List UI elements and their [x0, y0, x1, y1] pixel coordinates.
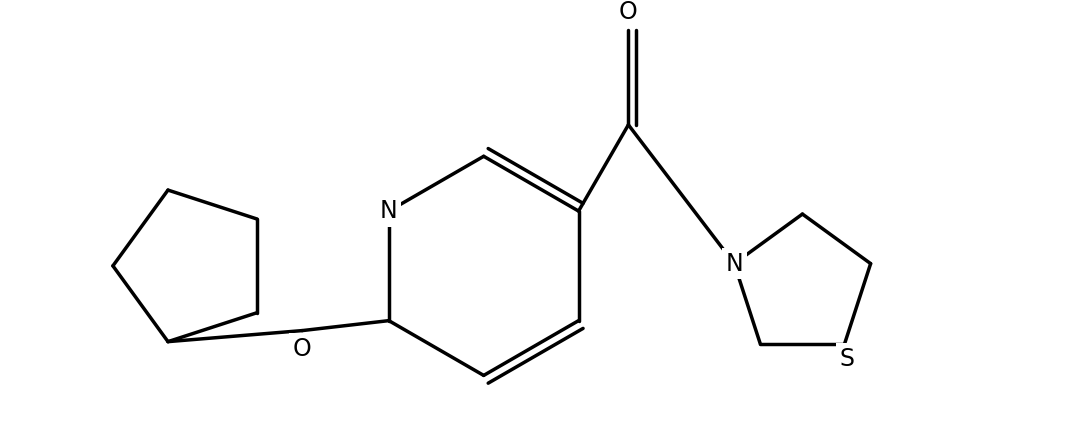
Text: N: N: [726, 252, 743, 276]
Text: O: O: [292, 336, 312, 360]
Text: S: S: [839, 347, 854, 371]
Text: N: N: [380, 199, 398, 223]
Text: O: O: [619, 0, 638, 24]
